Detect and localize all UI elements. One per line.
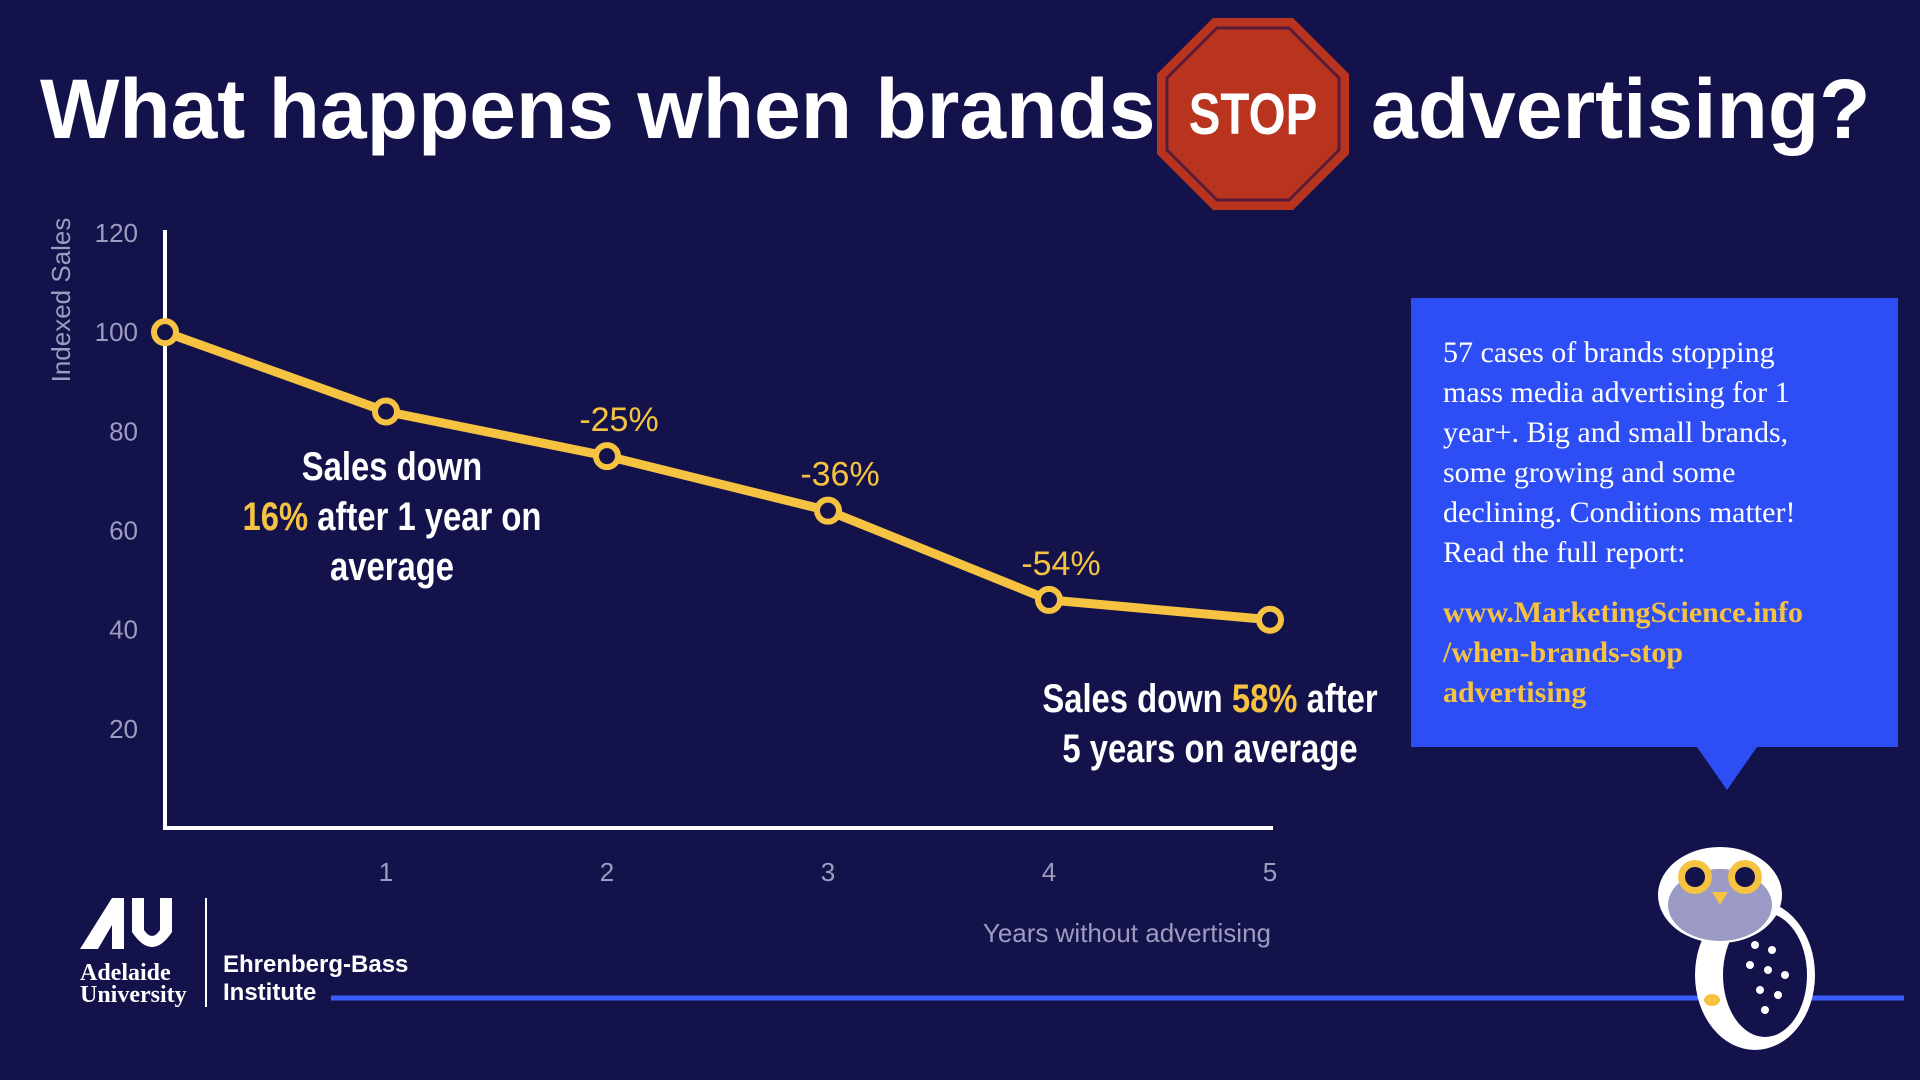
- data-point: [1256, 605, 1284, 634]
- title-after: advertising?: [1371, 62, 1870, 156]
- callout-text: 58%: [1232, 676, 1298, 721]
- callout-line: Sales down: [302, 444, 482, 489]
- data-point: [1035, 585, 1063, 614]
- info-line: some growing and some: [1443, 456, 1735, 489]
- x-tick-label: 4: [1042, 857, 1056, 887]
- data-point: [593, 442, 621, 471]
- callout-text: Sales down: [302, 444, 482, 489]
- callout-text: Sales down: [1042, 676, 1222, 721]
- data-line: [163, 327, 1271, 625]
- callout-text: after: [1307, 676, 1378, 721]
- university-logo: Adelaide University Ehrenberg-Bass Insti…: [80, 898, 408, 1008]
- chart: 20 40 60 80 100 120 1 2 3 4 5 Years without adverti…: [46, 218, 1378, 948]
- x-axis-label: Years without advertising: [983, 918, 1271, 948]
- x-tick-label: 5: [1263, 857, 1277, 887]
- y-tick-label: 20: [109, 714, 138, 744]
- university-name: Adelaide: [80, 960, 171, 986]
- x-tick-label: 1: [379, 857, 393, 887]
- institute-name: Ehrenberg-Bass: [223, 951, 408, 978]
- data-point: [372, 397, 400, 426]
- callout-text: 16%: [243, 494, 309, 539]
- data-point: [814, 496, 842, 525]
- stop-sign: STOP: [1157, 18, 1349, 210]
- info-line: Read the full report:: [1443, 536, 1685, 569]
- owl: [1658, 847, 1815, 1050]
- y-tick-label: 80: [109, 416, 138, 446]
- data-point: [151, 318, 179, 347]
- callout-line: 16% after 1 year on: [243, 494, 542, 539]
- x-tick-label: 3: [821, 857, 835, 887]
- info-link: /when-brands-stop: [1442, 636, 1683, 669]
- info-box: 57 cases of brands stopping mass media ad…: [1411, 298, 1898, 790]
- y-axis-label: Indexed Sales: [46, 218, 76, 383]
- callout-line: Sales down 58% after: [1042, 676, 1377, 721]
- y-tick-label: 120: [95, 218, 138, 248]
- callout-line: average: [330, 544, 454, 589]
- change-label: -36%: [800, 456, 879, 494]
- institute-name: Institute: [223, 979, 316, 1006]
- university-name: University: [80, 982, 187, 1008]
- change-label: -54%: [1021, 545, 1100, 583]
- info-line: year+. Big and small brands,: [1443, 416, 1788, 449]
- stop-text: STOP: [1189, 83, 1318, 148]
- change-label: -25%: [579, 401, 658, 439]
- info-link: advertising: [1443, 676, 1586, 709]
- callout-line: 5 years on average: [1062, 726, 1357, 771]
- title-before: What happens when brands: [40, 62, 1155, 156]
- info-line: 57 cases of brands stopping: [1443, 336, 1775, 369]
- y-tick-label: 40: [109, 615, 138, 645]
- x-tick-label: 2: [600, 857, 614, 887]
- info-line: declining. Conditions matter!: [1443, 496, 1795, 529]
- y-tick-label: 100: [95, 317, 138, 347]
- callout-text: 5 years on average: [1062, 726, 1357, 771]
- info-line: mass media advertising for 1: [1443, 376, 1790, 409]
- callout-text: average: [330, 544, 454, 589]
- y-tick-label: 60: [109, 516, 138, 546]
- info-link: www.MarketingScience.info: [1443, 596, 1803, 629]
- callout-text: after 1 year on: [317, 494, 541, 539]
